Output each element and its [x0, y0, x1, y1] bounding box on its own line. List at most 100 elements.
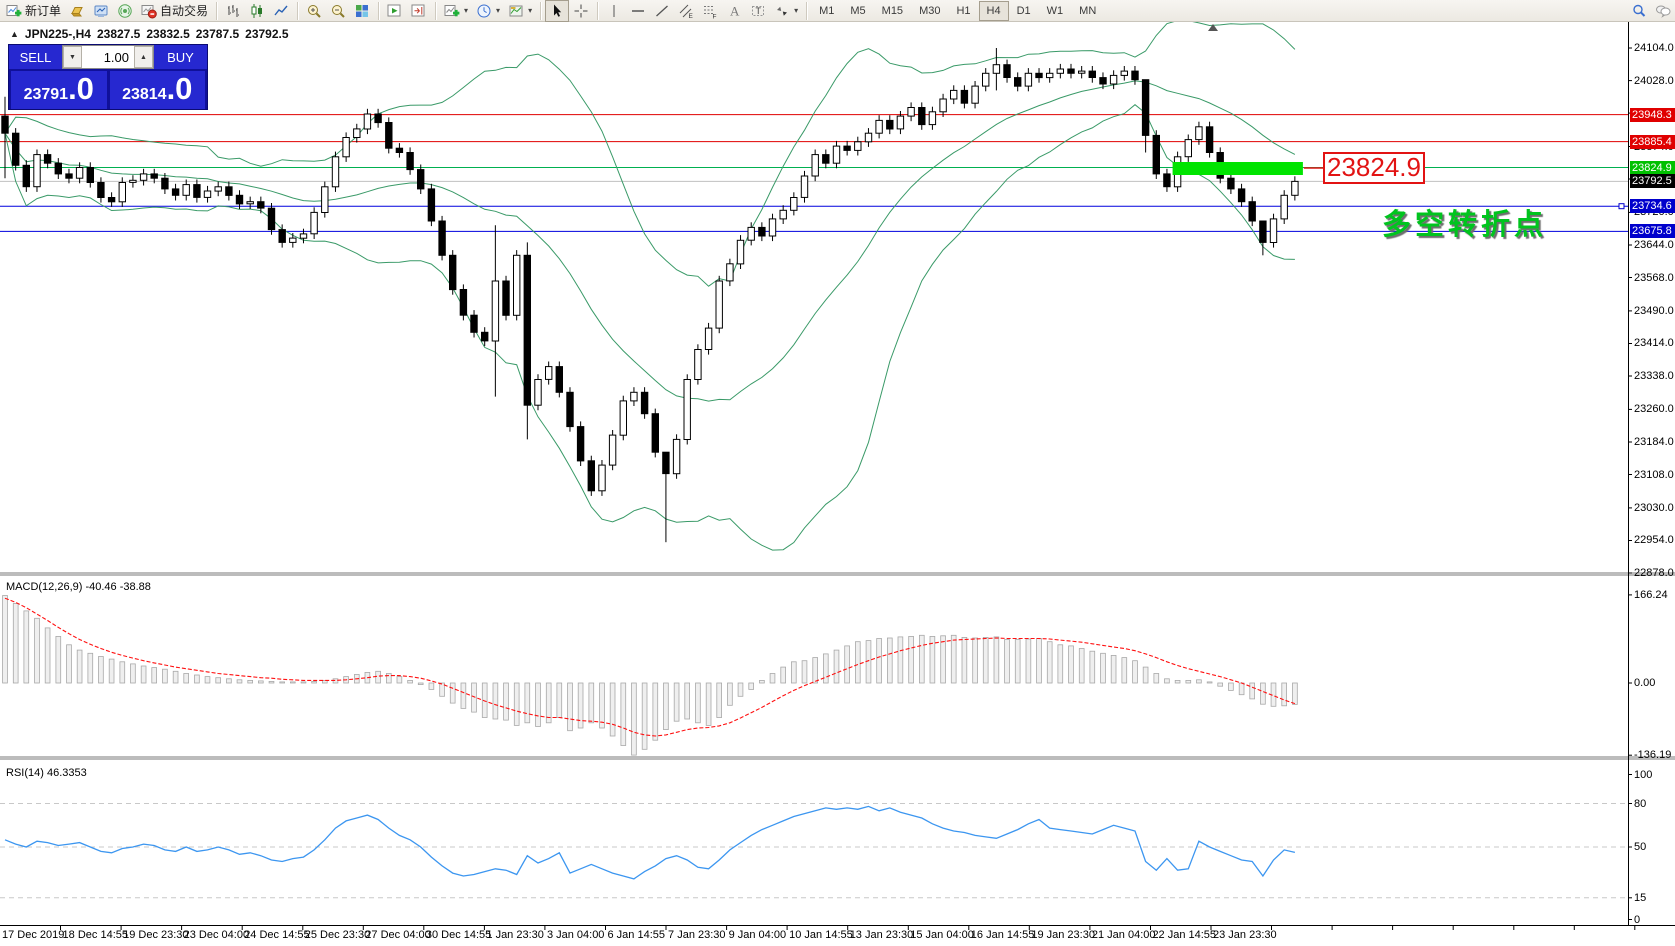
candle — [555, 361, 563, 398]
candle-chart-mode-button[interactable] — [245, 0, 269, 22]
macd-histogram-bar — [652, 682, 659, 741]
monitor-icon — [93, 3, 109, 19]
bar-chart-icon — [225, 3, 241, 19]
volume-decrease-button[interactable]: ▼ — [63, 46, 82, 68]
line-selection-handle[interactable] — [1618, 203, 1625, 210]
cursor-button[interactable] — [545, 0, 570, 22]
candle — [427, 183, 436, 227]
macd-histogram-bar — [162, 668, 168, 684]
buy-button[interactable]: BUY — [154, 45, 207, 69]
macd-histogram-bar — [417, 682, 424, 686]
macd-histogram-bar — [940, 635, 946, 684]
price-callout-label[interactable]: 23824.9 — [1323, 152, 1425, 184]
chart-title-bar: ▲ JPN225-,H4 23827.5 23832.5 23787.5 237… — [10, 27, 289, 41]
signals-button[interactable] — [113, 0, 137, 22]
svg-text:A: A — [730, 3, 740, 18]
volume-increase-button[interactable]: ▲ — [134, 46, 153, 68]
search-button[interactable] — [1627, 0, 1651, 22]
macd-histogram-bar — [577, 682, 584, 729]
macd-histogram-bar — [1142, 666, 1149, 684]
timeframe-w1-button[interactable]: W1 — [1046, 4, 1064, 17]
tile-windows-button[interactable] — [350, 0, 374, 22]
macd-histogram-bar — [897, 636, 904, 684]
candle — [726, 258, 734, 287]
macd-histogram-bar — [503, 682, 509, 721]
candle — [470, 310, 478, 338]
bar-chart-mode-button[interactable] — [221, 0, 245, 22]
candlestick-icon — [249, 3, 265, 19]
chart-shift-marker[interactable] — [1208, 24, 1218, 31]
macd-histogram-bar — [535, 682, 541, 727]
turning-point-annotation[interactable]: 多空转折点 — [1382, 209, 1548, 241]
chevron-down-icon: ▾ — [794, 6, 799, 15]
candle — [1120, 66, 1128, 81]
sell-price-main: 23791 — [23, 86, 69, 103]
macd-histogram-bar — [950, 634, 957, 684]
macd-histogram-bar — [247, 680, 254, 684]
crosshair-button[interactable] — [569, 0, 593, 22]
timeframe-m1-button[interactable]: M1 — [819, 4, 835, 17]
zoom-in-button[interactable] — [302, 0, 326, 22]
timeframe-m15-button[interactable]: M15 — [881, 4, 904, 17]
zoom-out-button[interactable] — [326, 0, 350, 22]
chart-shift-button[interactable] — [383, 0, 407, 22]
sell-price-button[interactable]: 23791 .0 — [11, 71, 107, 109]
new-order-button[interactable]: 新订单 — [2, 0, 65, 22]
trendline-button[interactable] — [650, 0, 674, 22]
candle — [534, 374, 542, 411]
macd-histogram-bar — [1110, 655, 1117, 684]
volume-stepper: ▼ ▲ — [62, 45, 154, 69]
market-button[interactable] — [65, 0, 89, 22]
templates-button[interactable]: ▾ — [504, 0, 536, 22]
periods-button[interactable]: ▾ — [472, 0, 504, 22]
macd-histogram-bar — [641, 682, 648, 750]
indicators-button[interactable]: ▾ — [440, 0, 472, 22]
candle — [374, 108, 382, 128]
macd-histogram-bar — [759, 680, 765, 684]
autotrading-button[interactable]: 自动交易 — [137, 0, 212, 22]
equidistant-channel-button[interactable]: E — [674, 0, 698, 22]
auto-scroll-button[interactable] — [407, 0, 431, 22]
buy-price-button[interactable]: 23814 .0 — [109, 71, 205, 109]
market-watch-button[interactable] — [89, 0, 113, 22]
timeframe-h1-button[interactable]: H1 — [956, 4, 971, 17]
candle — [1046, 68, 1054, 83]
candle — [608, 430, 617, 471]
candle — [1248, 196, 1256, 227]
vertical-line-button[interactable] — [602, 0, 626, 22]
candle — [1269, 213, 1278, 248]
timeframe-m5-button[interactable]: M5 — [850, 4, 866, 17]
timeframe-h4-button[interactable]: H4 — [978, 0, 1009, 21]
macd-histogram-bar — [609, 682, 616, 737]
macd-histogram-bar — [385, 673, 392, 684]
chat-button[interactable] — [1651, 0, 1675, 22]
chevron-down-icon: ▾ — [464, 6, 469, 15]
volume-input[interactable] — [82, 46, 134, 68]
macd-histogram-bar — [1132, 660, 1138, 684]
panel-collapse-toggle[interactable]: ▲ — [10, 29, 19, 39]
macd-histogram-bar — [855, 641, 861, 684]
timeframe-m30-button[interactable]: M30 — [919, 4, 941, 17]
text-label-button[interactable]: T — [746, 0, 770, 22]
candle — [768, 213, 777, 242]
candle — [971, 81, 979, 109]
sell-button[interactable]: SELL — [9, 45, 62, 69]
candle — [278, 224, 286, 248]
timeframe-mn-button[interactable]: MN — [1079, 4, 1097, 17]
candle — [875, 115, 883, 139]
text-button[interactable]: A — [722, 0, 746, 22]
arrows-button[interactable]: ▾ — [770, 0, 802, 22]
fibonacci-button[interactable]: F — [698, 0, 722, 22]
timeframe-d1-button[interactable]: D1 — [1016, 4, 1031, 17]
horizontal-line-button[interactable] — [626, 0, 650, 22]
macd-histogram-bar — [407, 680, 413, 684]
line-chart-mode-button[interactable] — [269, 0, 293, 22]
highlight-rectangle[interactable] — [1172, 162, 1303, 175]
zoom-in-icon — [306, 3, 322, 19]
macd-histogram-bar — [1057, 644, 1064, 684]
candle — [523, 242, 531, 440]
candle — [1088, 66, 1096, 83]
chevron-down-icon: ▾ — [528, 6, 533, 15]
macd-histogram-bar — [76, 649, 83, 684]
